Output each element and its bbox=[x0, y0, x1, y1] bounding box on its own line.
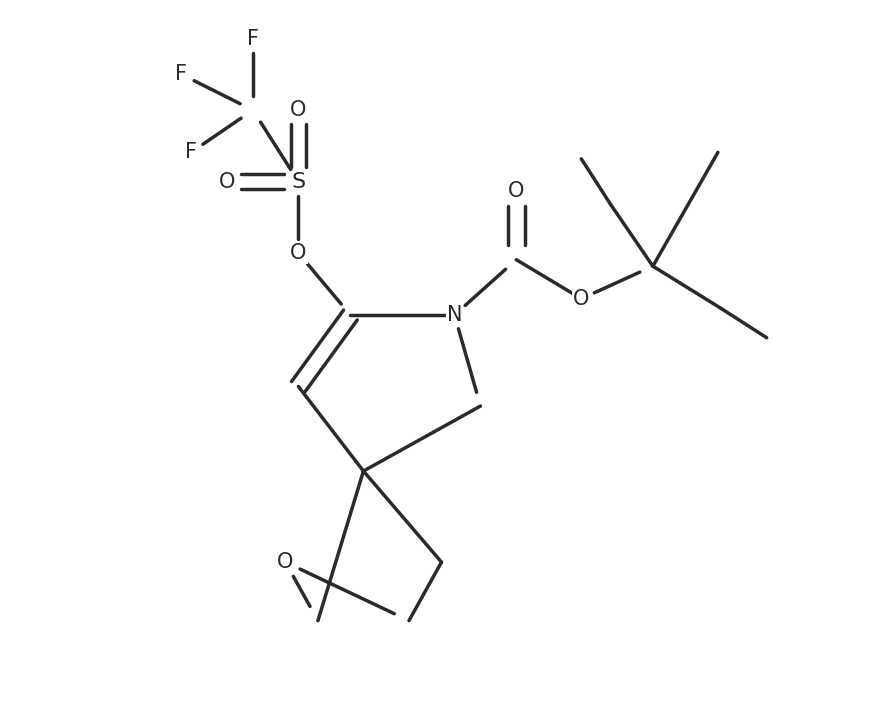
Text: O: O bbox=[219, 172, 235, 192]
Text: S: S bbox=[291, 172, 306, 192]
Text: F: F bbox=[247, 29, 259, 48]
Text: N: N bbox=[447, 305, 462, 325]
Text: F: F bbox=[185, 142, 197, 162]
Text: O: O bbox=[290, 243, 306, 263]
Text: O: O bbox=[573, 288, 590, 309]
Text: O: O bbox=[508, 182, 524, 201]
Text: O: O bbox=[277, 552, 294, 572]
Text: F: F bbox=[176, 64, 187, 84]
Text: O: O bbox=[290, 100, 306, 120]
